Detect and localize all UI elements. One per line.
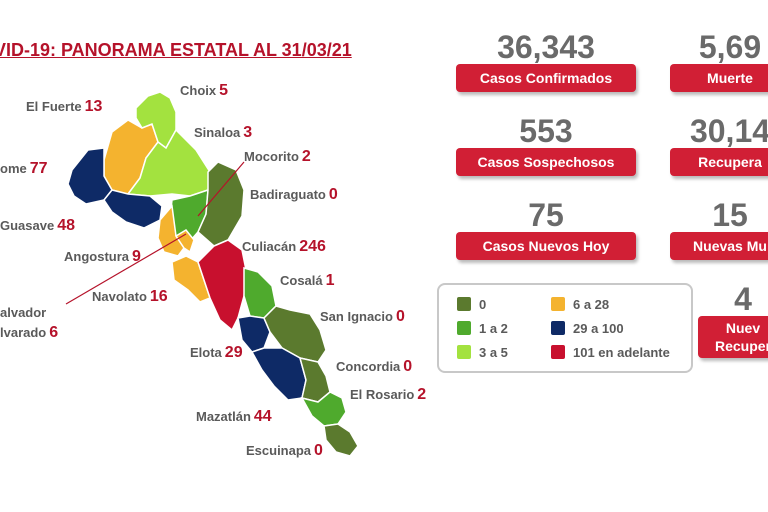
municipio-label-badiraguato: Badiraguato 0 bbox=[250, 186, 338, 203]
legend-swatch bbox=[551, 297, 565, 311]
region-guasave[interactable] bbox=[103, 189, 163, 229]
legend-item-6-28: 6 a 28 bbox=[551, 297, 609, 312]
stat-label: Nuevas Mu bbox=[670, 232, 768, 260]
municipio-label-guasave: Guasave 48 bbox=[0, 217, 75, 234]
stat-value: 553 bbox=[519, 113, 573, 149]
pointer-mocorito bbox=[197, 161, 245, 217]
municipio-label-sinaloa: Sinaloa 3 bbox=[194, 124, 253, 141]
region-angostura[interactable] bbox=[157, 204, 185, 257]
municipio-label-salvador: alvador bbox=[0, 305, 47, 320]
municipio-label-concordia: Concordia 0 bbox=[336, 358, 413, 375]
legend-item-101-plus: 101 en adelante bbox=[551, 345, 670, 360]
stat-muertes: 5,69 Muerte bbox=[670, 30, 768, 92]
pointer-salvador-alvarado bbox=[65, 233, 187, 305]
region-elota[interactable] bbox=[237, 315, 271, 353]
legend-swatch bbox=[457, 345, 471, 359]
stat-value: 15 bbox=[712, 197, 748, 233]
municipio-label-choix: Choix 5 bbox=[180, 82, 229, 99]
region-culiacan[interactable] bbox=[197, 239, 247, 332]
municipio-label-alvarado: lvarado 6 bbox=[0, 324, 59, 341]
municipio-label-angostura: Angostura 9 bbox=[64, 248, 141, 265]
stat-value: 4 bbox=[734, 281, 752, 317]
stat-label: Muerte bbox=[670, 64, 768, 92]
municipio-label-elota: Elota 29 bbox=[190, 344, 243, 361]
municipio-label-culiacan: Culiacán 246 bbox=[242, 238, 326, 255]
legend-item-3-5: 3 a 5 bbox=[457, 345, 508, 360]
stat-label: Recupera bbox=[670, 148, 768, 176]
stat-label: Casos Confirmados bbox=[456, 64, 636, 92]
stat-casos-nuevos-hoy: 75 Casos Nuevos Hoy bbox=[456, 198, 636, 260]
map-legend: 0 1 a 2 3 a 5 6 a 28 29 a 100 101 en ade… bbox=[437, 283, 693, 373]
stat-label: Casos Nuevos Hoy bbox=[456, 232, 636, 260]
region-san-ignacio[interactable] bbox=[263, 305, 327, 363]
stat-value: 5,69 bbox=[698, 29, 762, 65]
stat-recuperados: 30,14 Recupera bbox=[670, 114, 768, 176]
legend-item-1-2: 1 a 2 bbox=[457, 321, 508, 336]
region-escuinapa[interactable] bbox=[323, 423, 359, 457]
municipio-label-el-fuerte: El Fuerte 13 bbox=[26, 98, 103, 115]
municipio-label-cosala: Cosalá 1 bbox=[280, 272, 335, 289]
stat-value: 36,343 bbox=[497, 29, 595, 65]
municipio-label-san-ignacio: San Ignacio 0 bbox=[320, 308, 405, 325]
page-title: VID-19: PANORAMA ESTATAL AL 31/03/21 bbox=[0, 40, 352, 60]
stat-label-line2: Recuper bbox=[714, 338, 768, 354]
stat-value: 30,14 bbox=[689, 113, 768, 149]
stat-label-line1: Nuev bbox=[725, 320, 761, 336]
stat-nuevas-muertes: 15 Nuevas Mu bbox=[670, 198, 768, 260]
stat-value: 75 bbox=[528, 197, 564, 233]
municipio-label-mazatlan: Mazatlán 44 bbox=[196, 408, 272, 425]
municipio-label-escuinapa: Escuinapa 0 bbox=[246, 442, 323, 459]
legend-swatch bbox=[457, 321, 471, 335]
region-el-rosario[interactable] bbox=[300, 391, 347, 427]
municipio-label-ahome: ome 77 bbox=[0, 160, 48, 177]
municipio-label-el-rosario: El Rosario 2 bbox=[350, 386, 427, 403]
legend-swatch bbox=[457, 297, 471, 311]
legend-item-29-100: 29 a 100 bbox=[551, 321, 624, 336]
stat-casos-confirmados: 36,343 Casos Confirmados bbox=[456, 30, 636, 92]
legend-swatch bbox=[551, 321, 565, 335]
legend-item-0: 0 bbox=[457, 297, 486, 312]
municipio-label-mocorito: Mocorito 2 bbox=[244, 148, 311, 165]
municipio-label-navolato: Navolato 16 bbox=[92, 288, 168, 305]
stat-nuevos-recuperados: 4 Nuev Recuper bbox=[698, 282, 768, 358]
stat-label: Casos Sospechosos bbox=[456, 148, 636, 176]
stat-label: Nuev Recuper bbox=[698, 316, 768, 358]
stat-casos-sospechosos: 553 Casos Sospechosos bbox=[456, 114, 636, 176]
region-salvador-alvarado[interactable] bbox=[174, 229, 195, 254]
legend-swatch bbox=[551, 345, 565, 359]
